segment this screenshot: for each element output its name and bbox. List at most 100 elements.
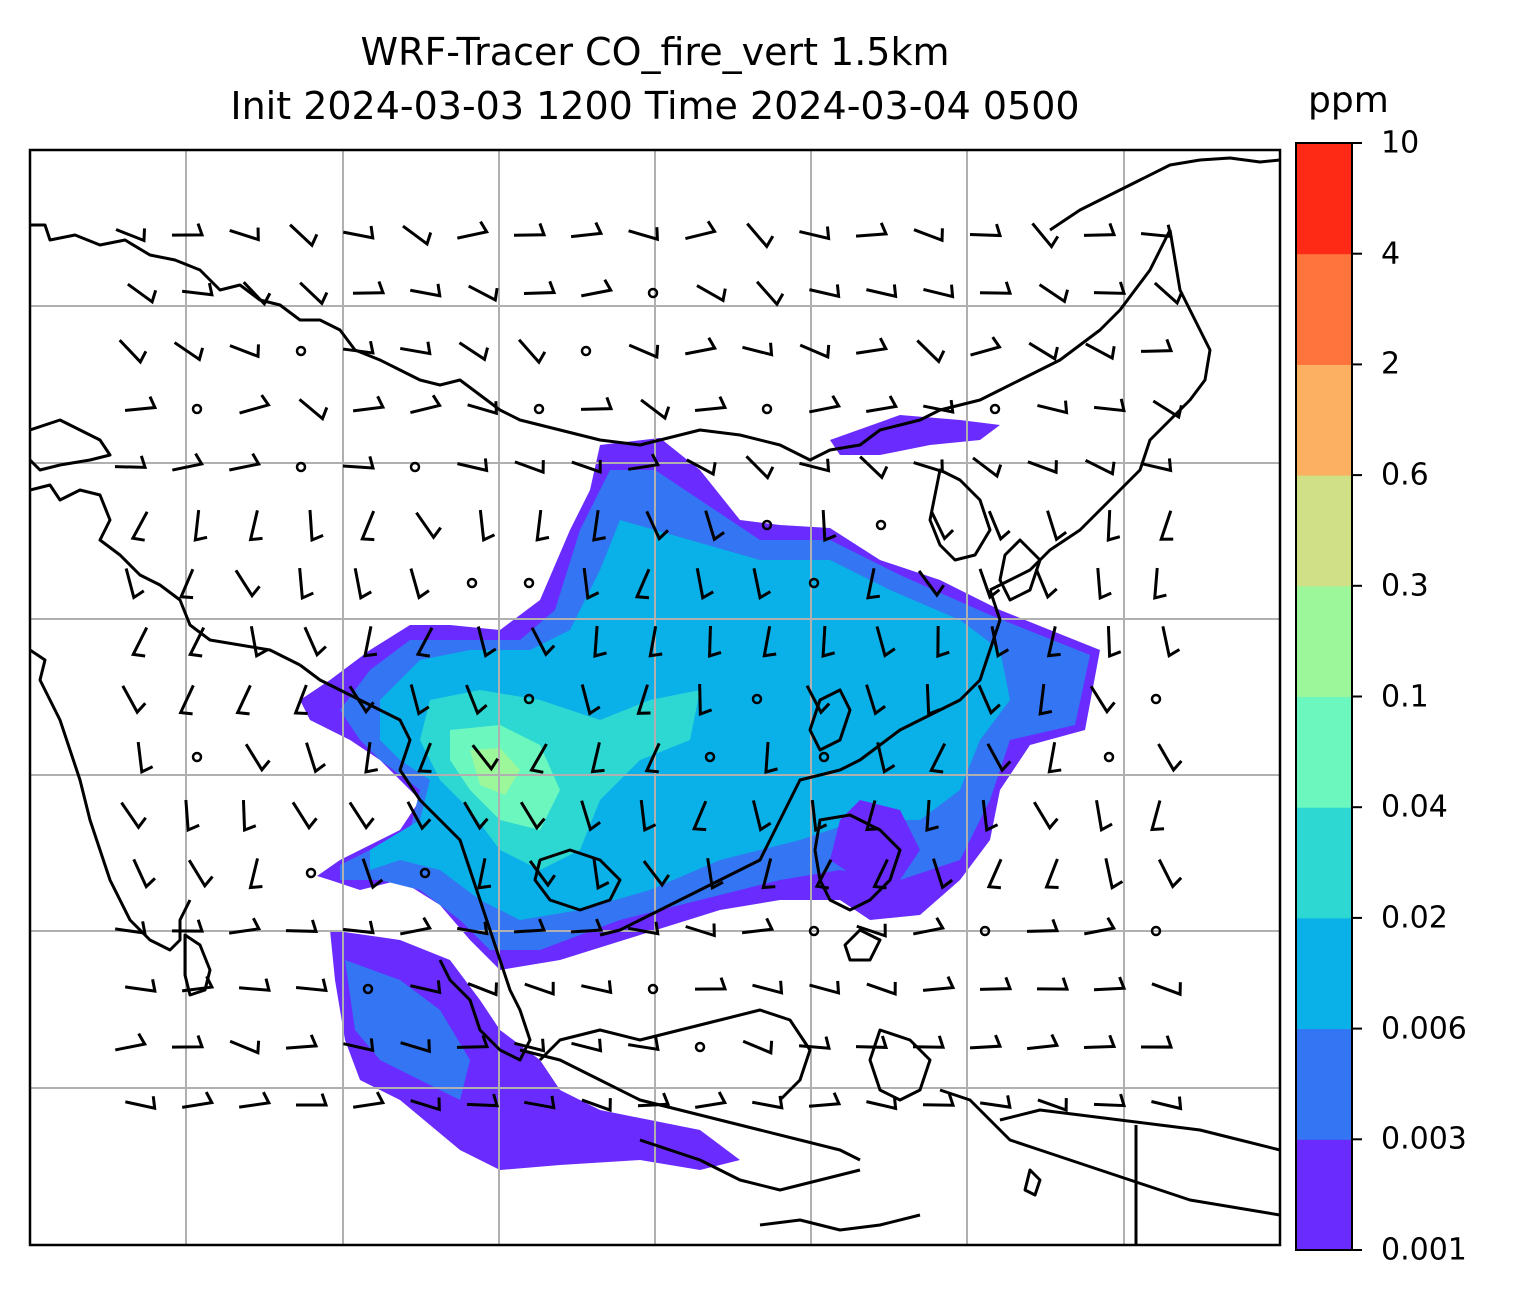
wind-barb: [876, 742, 896, 774]
map-panel: [30, 150, 1280, 1245]
calm-circle: [761, 519, 773, 531]
wind-barb: [410, 394, 442, 414]
wind-barb: [922, 1093, 956, 1107]
wind-barb: [463, 801, 489, 831]
colorbar-segment: [1296, 364, 1352, 476]
wind-barb: [298, 398, 329, 422]
wind-barb: [1027, 460, 1058, 475]
wind-barb: [295, 1093, 329, 1107]
wind-barb: [580, 396, 614, 411]
wind-barb: [529, 743, 548, 774]
wind-barb: [528, 860, 556, 888]
wind-barb: [466, 1093, 500, 1108]
wind-barb: [476, 626, 497, 658]
wind-barb: [477, 857, 492, 890]
wind-barb: [1140, 1035, 1174, 1049]
wind-barb: [981, 799, 999, 833]
wind-barb: [810, 799, 828, 833]
wind-barb: [193, 509, 208, 542]
wind-barb: [865, 800, 880, 832]
wind-barb: [1037, 1098, 1068, 1113]
wind-barb: [1093, 976, 1127, 992]
wind-barb: [751, 1095, 784, 1110]
wind-barb: [229, 1039, 261, 1055]
wind-barb: [1028, 341, 1059, 362]
wind-barb: [686, 458, 717, 477]
wind-barb: [636, 684, 651, 715]
wind-barb: [343, 1038, 375, 1053]
wind-barb: [694, 395, 728, 413]
wind-barb: [285, 1034, 319, 1050]
wind-barb: [1096, 567, 1112, 601]
wind-barb: [808, 1092, 842, 1108]
colorbar-tick-label: 10: [1381, 125, 1420, 161]
wind-barb: [696, 284, 727, 303]
wind-barb: [348, 685, 375, 715]
wind-barb: [399, 341, 432, 356]
wind-barb: [120, 801, 147, 830]
calm-circle: [808, 925, 820, 937]
wind-barb: [342, 225, 375, 240]
wind-barb: [124, 568, 145, 600]
wind-barb: [639, 799, 657, 833]
wind-barb: [1161, 626, 1181, 659]
wind-barb: [348, 801, 375, 831]
wind-barb: [457, 458, 489, 473]
wind-barb: [761, 858, 776, 890]
wind-barb: [704, 510, 725, 542]
wind-barb: [922, 399, 955, 414]
colorbar-segment: [1296, 585, 1352, 697]
wind-barb: [1047, 741, 1062, 774]
wind-barb: [1106, 509, 1121, 543]
wind-barb: [303, 626, 327, 658]
wind-barb: [410, 1097, 441, 1112]
wind-barb: [1089, 685, 1116, 715]
wind-barb: [762, 625, 777, 658]
wind-barb: [513, 918, 547, 934]
calm-circle: [751, 693, 763, 705]
calm-circle: [295, 345, 307, 357]
wind-barb: [912, 1035, 946, 1049]
wind-barb: [698, 683, 713, 717]
wind-barb: [456, 1034, 490, 1049]
wind-barb: [808, 394, 842, 414]
wind-barb: [242, 281, 272, 307]
calm-circle: [875, 519, 887, 531]
wind-barb: [972, 456, 1003, 479]
wind-barb: [799, 343, 831, 360]
wind-barb: [136, 741, 154, 775]
wind-barb: [979, 1095, 1012, 1109]
calm-circle: [466, 577, 478, 589]
calm-circle: [533, 403, 545, 415]
wind-barb: [645, 510, 669, 542]
wind-barb: [580, 684, 601, 716]
calm-circle: [1103, 751, 1115, 763]
wind-barb: [1104, 858, 1124, 891]
wind-barb: [519, 801, 546, 831]
wind-barb: [465, 684, 488, 716]
wind-barb: [342, 455, 375, 470]
wind-barb: [235, 684, 252, 716]
wind-barb: [913, 459, 944, 474]
wind-barb: [936, 625, 950, 659]
wind-barb: [241, 799, 257, 833]
wind-barb: [467, 401, 498, 416]
wind-barb: [285, 919, 319, 933]
wind-barb: [1141, 458, 1173, 473]
wind-barb: [456, 921, 489, 936]
wind-barb: [751, 800, 772, 832]
map-title-line-2: Init 2024-03-03 1200 Time 2024-03-04 050…: [230, 84, 1080, 128]
wind-barb: [691, 800, 708, 832]
wind-barb: [859, 455, 889, 480]
wind-barb: [685, 923, 716, 938]
wind-barb: [289, 223, 319, 248]
wind-barb: [1140, 224, 1173, 239]
wind-barb: [248, 510, 263, 542]
wind-barb: [1031, 222, 1060, 250]
colorbar-segment: [1296, 143, 1352, 255]
wind-barb: [970, 336, 1002, 357]
wind-barb: [298, 567, 314, 601]
wind-barb: [229, 344, 260, 359]
wind-barb: [114, 1032, 148, 1052]
